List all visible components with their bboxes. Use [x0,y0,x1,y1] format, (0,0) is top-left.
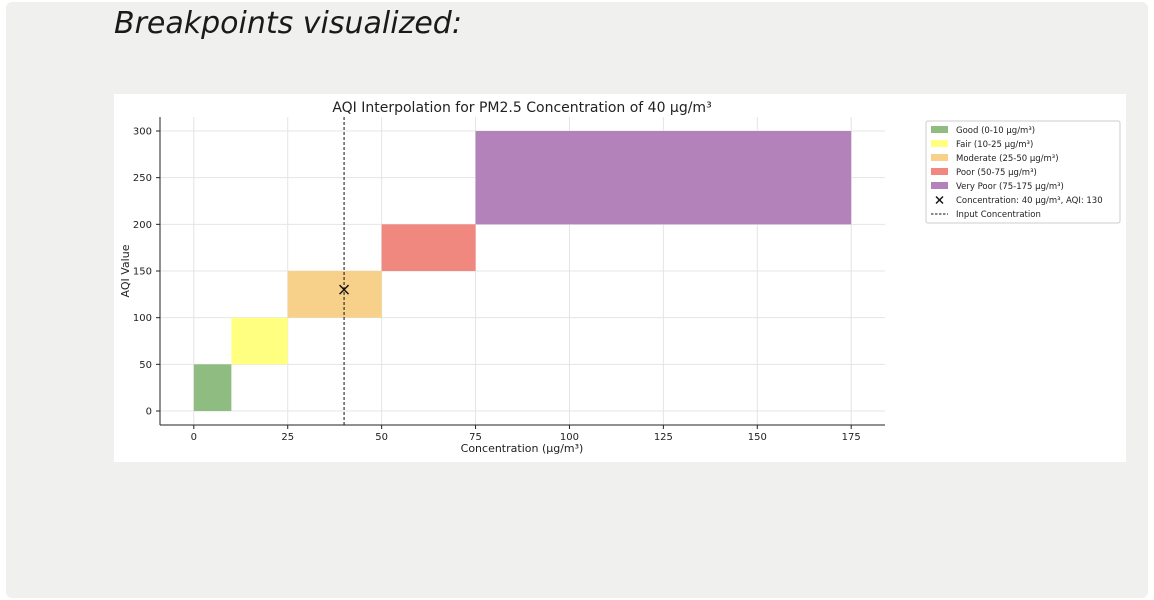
aqi-chart: AQI Interpolation for PM2.5 Concentratio… [119,100,1121,455]
aqi-band-good [193,364,232,411]
aqi-band-very [475,131,852,225]
legend-label: Good (0-10 µg/m³) [956,126,1035,136]
y-tick-label: 0 [146,407,152,418]
x-tick-label: 175 [842,432,861,443]
aqi-band-fair [231,317,288,365]
chart-title: AQI Interpolation for PM2.5 Concentratio… [332,100,711,116]
legend-swatch [931,154,948,161]
x-axis-label: Concentration (µg/m³) [461,442,584,455]
legend-swatch [931,126,948,133]
concentration-point-marker [339,284,350,295]
y-tick-label: 150 [133,267,152,278]
aqi-bands [193,131,852,411]
x-tick-label: 50 [375,432,388,443]
marker-stroke [339,284,350,295]
aqi-band-moderate [287,271,382,318]
chart-figure: AQI Interpolation for PM2.5 Concentratio… [114,94,1126,462]
y-tick-label: 300 [133,127,152,138]
y-tick-label: 50 [139,360,152,371]
section-heading: Breakpoints visualized: [114,6,462,41]
legend-label: Moderate (25-50 µg/m³) [956,154,1059,164]
x-tick-label: 150 [748,432,767,443]
y-tick-label: 250 [133,173,152,184]
y-tick-label: 200 [133,220,152,231]
legend-label: Poor (50-75 µg/m³) [956,168,1037,178]
x-tick-label: 125 [654,432,673,443]
x-tick-label: 100 [560,432,579,443]
aqi-band-poor [381,224,476,271]
y-tick-label: 100 [133,313,152,324]
x-tick-label: 75 [469,432,482,443]
legend-label: Input Concentration [956,210,1041,220]
marker-stroke [935,196,944,204]
input-marker-group [339,117,350,425]
x-tick-label: 25 [281,432,294,443]
legend-label: Concentration: 40 µg/m³, AQI: 130 [956,196,1103,206]
y-axis-label: AQI Value [119,244,132,297]
legend-label: Fair (10-25 µg/m³) [956,140,1033,150]
x-tick-label: 0 [191,432,197,443]
legend-marker-icon [935,196,944,204]
chart-legend: Good (0-10 µg/m³) Fair (10-25 µg/m³) Moder… [925,120,1121,224]
legend-label: Very Poor (75-175 µg/m³) [956,182,1064,192]
legend-swatch [931,168,948,175]
legend-swatch [931,140,948,147]
legend-swatch [931,182,948,189]
tick-labels: 0 25 50 75 100 125 150 175 0 50 100 150 200 250 300 [133,127,861,444]
legend-frame [925,120,1121,224]
